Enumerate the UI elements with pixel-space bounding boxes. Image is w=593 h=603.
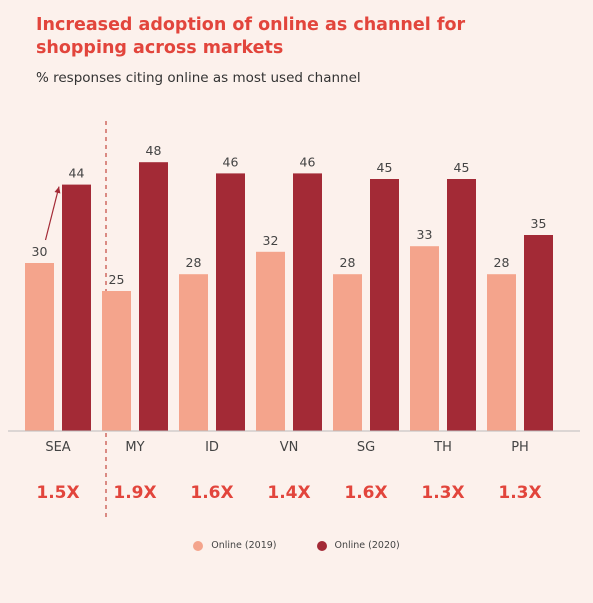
legend-swatch-2019 <box>193 540 204 551</box>
bar-my-2019 <box>102 291 131 431</box>
category-label-ph: PH <box>511 440 529 455</box>
bar-sea-2019 <box>25 263 54 431</box>
chart-title: Increased adoption of online as channel … <box>36 15 466 58</box>
bar-sea-2020 <box>62 184 91 431</box>
category-label-sg: SG <box>357 440 375 455</box>
bar-sg-2020 <box>370 179 399 431</box>
value-label-ph-2019: 28 <box>494 255 510 270</box>
bar-th-2019 <box>410 246 439 431</box>
chart-subtitle: % responses citing online as most used c… <box>36 70 361 86</box>
value-label-th-2020: 45 <box>454 160 470 175</box>
value-label-ph-2020: 35 <box>531 216 547 231</box>
bar-chart: 30 44 SEA 1.5X 25 48 MY 1.9X 28 46 ID 1.6X 32 46 VN 1.4… <box>8 121 580 518</box>
category-label-my: MY <box>125 440 144 455</box>
bar-my-2020 <box>139 162 168 431</box>
bar-vn-2019 <box>256 251 285 431</box>
growth-label-th: 1.3X <box>421 483 464 503</box>
value-label-th-2019: 33 <box>417 227 433 242</box>
growth-arrow-head <box>54 186 61 194</box>
category-label-id: ID <box>205 440 219 455</box>
category-label-vn: VN <box>280 440 299 455</box>
bar-id-2020 <box>216 173 245 431</box>
value-label-vn-2019: 32 <box>263 233 279 248</box>
legend-label-2020: Online (2020) <box>334 540 400 551</box>
bar-vn-2020 <box>293 173 322 431</box>
legend-label-2019: Online (2019) <box>211 540 277 551</box>
growth-label-ph: 1.3X <box>498 483 541 503</box>
growth-label-vn: 1.4X <box>267 483 310 503</box>
bar-id-2019 <box>179 274 208 431</box>
growth-label-my: 1.9X <box>113 483 156 503</box>
bar-th-2020 <box>447 179 476 431</box>
value-label-id-2020: 46 <box>223 154 239 169</box>
growth-label-sg: 1.6X <box>344 483 387 503</box>
legend-item-2019: Online (2019) <box>193 540 277 551</box>
bar-ph-2019 <box>487 274 516 431</box>
growth-label-sea: 1.5X <box>36 483 79 503</box>
legend: Online (2019) Online (2020) <box>0 540 593 551</box>
growth-label-id: 1.6X <box>190 483 233 503</box>
bar-sg-2019 <box>333 274 362 431</box>
value-label-sg-2019: 28 <box>340 255 356 270</box>
legend-item-2020: Online (2020) <box>316 540 400 551</box>
value-label-sg-2020: 45 <box>377 160 393 175</box>
category-label-th: TH <box>433 440 452 455</box>
bar-ph-2020 <box>524 235 553 431</box>
growth-arrow-line <box>44 186 60 241</box>
value-label-sea-2019: 30 <box>32 244 48 259</box>
value-label-id-2019: 28 <box>186 255 202 270</box>
category-label-sea: SEA <box>45 440 70 455</box>
value-label-my-2020: 48 <box>146 143 162 158</box>
value-label-my-2019: 25 <box>109 272 125 287</box>
value-label-vn-2020: 46 <box>300 154 316 169</box>
legend-swatch-2020 <box>316 540 327 551</box>
value-label-sea-2020: 44 <box>69 166 85 181</box>
